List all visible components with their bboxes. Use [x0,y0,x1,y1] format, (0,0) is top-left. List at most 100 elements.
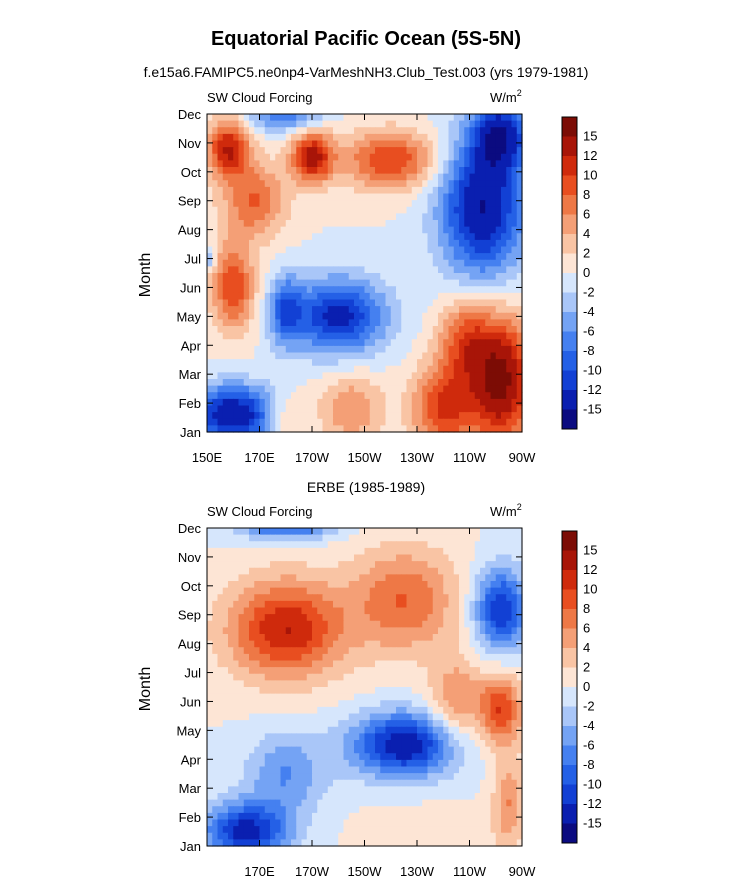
heatmap-cell [411,306,418,314]
heatmap-cell [443,647,450,655]
heatmap-cell [511,147,518,155]
heatmap-cell [296,574,303,582]
heatmap-cell [254,233,261,241]
heatmap-cell [406,700,413,708]
heatmap-cell [249,600,255,609]
heatmap-cell [333,418,339,426]
heatmap-cell [406,200,413,208]
heatmap-cell [396,740,402,748]
heatmap-cell [254,312,261,320]
heatmap-cell [207,160,213,168]
heatmap-cell [480,534,486,542]
heatmap-cell [501,233,507,241]
heatmap-cell [506,246,513,254]
heatmap-cell [327,259,334,267]
heatmap-cell [485,528,492,536]
heatmap-cell [485,259,492,267]
heatmap-cell [322,120,329,128]
heatmap-cell [228,133,234,142]
heatmap-cell [480,153,486,161]
heatmap-cell [212,653,219,662]
heatmap-cell [506,720,513,728]
heatmap-cell [317,306,324,314]
heatmap-cell [511,547,518,556]
heatmap-cell [228,226,234,234]
heatmap-cell [464,713,471,721]
heatmap-cell [222,627,229,635]
heatmap-cell [222,385,229,393]
panel-1-plot-area [207,114,523,433]
heatmap-cell [459,233,465,241]
heatmap-cell [338,418,345,426]
heatmap-cell [301,700,308,708]
colorbar-segment [562,136,577,157]
heatmap-cell [327,120,334,128]
heatmap-cell [453,286,460,294]
heatmap-cell [264,667,271,675]
heatmap-cell [306,286,313,294]
heatmap-cell [516,379,523,387]
heatmap-cell [275,246,282,254]
heatmap-cell [264,594,271,602]
heatmap-cell [348,352,355,360]
heatmap-cell [280,693,287,701]
heatmap-cell [516,120,523,128]
heatmap-cell [464,259,471,267]
heatmap-cell [343,581,350,589]
heatmap-cell [422,587,429,595]
heatmap-cell [453,153,460,161]
heatmap-cell [207,319,213,327]
heatmap-cell [464,206,471,214]
heatmap-cell [327,133,334,142]
heatmap-cell [480,634,486,642]
heatmap-cell [490,405,497,413]
heatmap-cell [427,319,434,327]
heatmap-cell [291,253,297,261]
heatmap-cell [438,720,444,728]
heatmap-cell [511,127,518,135]
heatmap-cell [438,392,444,400]
heatmap-cell [333,286,339,294]
heatmap-cell [485,114,492,122]
heatmap-cell [317,147,324,155]
heatmap-cell [270,706,276,715]
heatmap-cell [375,720,381,728]
heatmap-cell [474,620,481,628]
heatmap-cell [333,567,339,575]
heatmap-cell [327,412,334,420]
heatmap-cell [285,345,292,354]
heatmap-cell [396,561,402,569]
heatmap-cell [490,561,497,569]
heatmap-cell [516,412,523,420]
heatmap-cell [238,528,245,536]
heatmap-cell [506,120,513,128]
heatmap-cell [375,600,381,609]
heatmap-cell [364,206,371,214]
heatmap-cell [501,425,507,433]
heatmap-cell [516,627,523,635]
heatmap-cell [317,693,324,701]
heatmap-cell [443,607,450,615]
heatmap-cell [249,412,255,420]
heatmap-cell [275,627,282,635]
heatmap-cell [291,127,297,135]
heatmap-cell [469,726,476,734]
heatmap-cell [343,607,350,615]
heatmap-cell [375,733,381,741]
heatmap-cell [401,147,408,155]
heatmap-cell [375,640,381,648]
heatmap-cell [270,299,276,307]
heatmap-cell [469,620,476,628]
heatmap-cell [380,193,387,201]
heatmap-cell [448,253,455,261]
heatmap-cell [443,687,450,695]
heatmap-cell [222,339,229,347]
heatmap-cell [459,706,465,715]
heatmap-cell [333,379,339,387]
heatmap-cell [443,332,450,340]
heatmap-cell [317,547,324,556]
heatmap-cell [385,292,392,301]
heatmap-cell [516,587,523,595]
colorbar-label: -12 [583,382,602,397]
heatmap-cell [506,541,513,549]
